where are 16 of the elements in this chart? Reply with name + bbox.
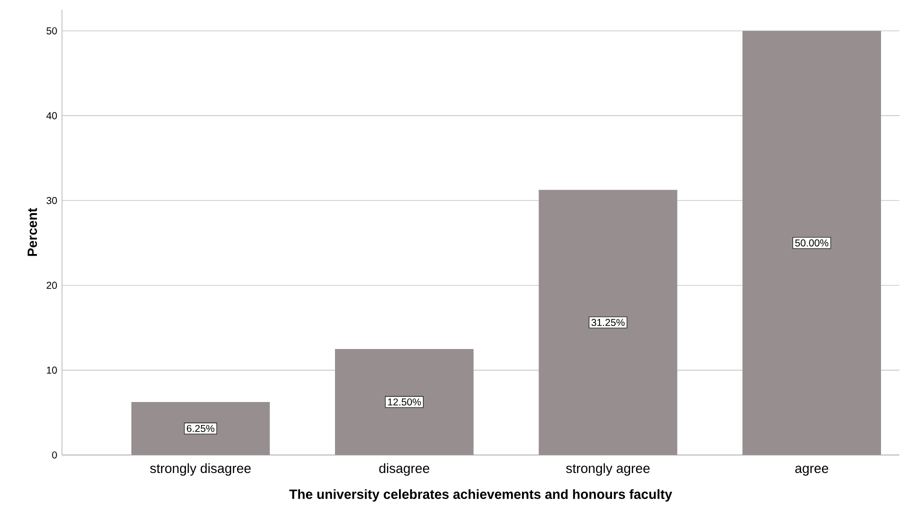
x-tick-label: disagree	[379, 463, 430, 476]
x-tick-label: strongly disagree	[150, 463, 251, 476]
y-tick-label: 20	[46, 282, 57, 289]
y-tick-label: 40	[46, 112, 57, 120]
x-tick-label: strongly agree	[566, 463, 650, 476]
data-label: 12.50%	[388, 398, 421, 406]
data-label: 6.25%	[186, 424, 214, 432]
data-label: 31.25%	[591, 318, 625, 326]
data-label: 50.00%	[795, 239, 828, 246]
y-tick-label: 10	[46, 366, 57, 374]
x-axis-title: The university celebrates achievements and honours faculty	[289, 489, 672, 502]
y-tick-label: 0	[52, 451, 57, 459]
x-tick-label: agree	[795, 466, 828, 476]
y-tick-label: 30	[46, 196, 57, 204]
y-tick-label: 50	[46, 27, 57, 34]
y-axis-title: Percent	[28, 208, 38, 256]
